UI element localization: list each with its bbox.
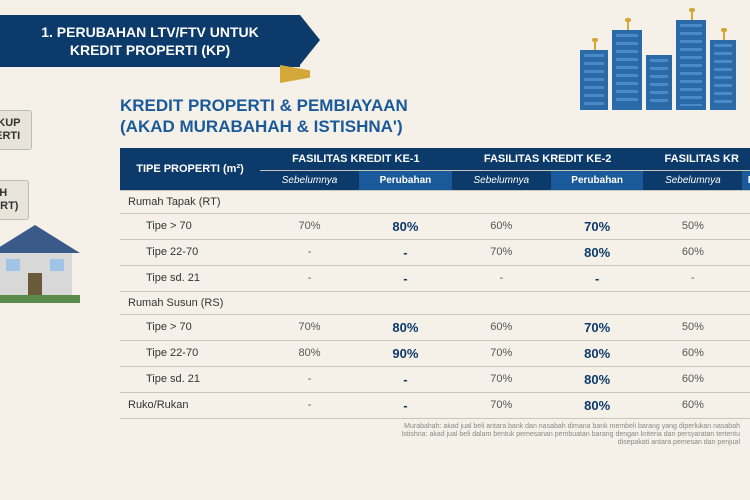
col-facility-2: FASILITAS KREDIT KE-2 xyxy=(452,148,644,171)
cell: 80% xyxy=(551,392,644,418)
sub-change-2: Perubahan xyxy=(551,170,644,190)
side-label-house: MAH PAK (RT) xyxy=(0,180,29,220)
cell xyxy=(742,190,750,213)
row-label: Rumah Susun (RS) xyxy=(120,291,260,314)
cell: 90% xyxy=(359,340,452,366)
row-label: Tipe > 70 xyxy=(120,213,260,239)
cell: 80% xyxy=(551,366,644,392)
cell xyxy=(452,190,551,213)
cell: 60% xyxy=(643,239,742,265)
ribbon-icon xyxy=(280,65,310,83)
cell xyxy=(742,340,750,366)
cell: 80% xyxy=(359,213,452,239)
cell: 70% xyxy=(452,392,551,418)
cell: - xyxy=(260,239,359,265)
cell: 80% xyxy=(260,340,359,366)
row-label: Tipe 22-70 xyxy=(120,239,260,265)
table-row: Tipe > 7070%80%60%70%50% xyxy=(120,213,750,239)
main-content: KREDIT PROPERTI & PEMBIAYAAN (AKAD MURAB… xyxy=(120,95,750,448)
col-facility-3: FASILITAS KR xyxy=(643,148,750,171)
cell: - xyxy=(359,366,452,392)
row-label: Rumah Tapak (RT) xyxy=(120,190,260,213)
cell: 60% xyxy=(452,213,551,239)
cell: 50% xyxy=(643,314,742,340)
table-title: KREDIT PROPERTI & PEMBIAYAAN (AKAD MURAB… xyxy=(120,95,750,138)
sub-change-1: Perubahan xyxy=(359,170,452,190)
cell xyxy=(452,291,551,314)
table-row: Rumah Tapak (RT) xyxy=(120,190,750,213)
cell: 60% xyxy=(643,366,742,392)
cell: - xyxy=(260,265,359,291)
banner-line2: KREDIT PROPERTI (KP) xyxy=(70,42,230,58)
row-label: Tipe sd. 21 xyxy=(120,366,260,392)
cell xyxy=(742,213,750,239)
cell xyxy=(260,291,359,314)
cell xyxy=(359,291,452,314)
cell xyxy=(742,265,750,291)
cell: 70% xyxy=(260,213,359,239)
table-row: Tipe > 7070%80%60%70%50% xyxy=(120,314,750,340)
table-row: Rumah Susun (RS) xyxy=(120,291,750,314)
ltv-table: TIPE PROPERTI (m²) FASILITAS KREDIT KE-1… xyxy=(120,148,750,419)
cell: 60% xyxy=(643,340,742,366)
row-label: Tipe sd. 21 xyxy=(120,265,260,291)
table-row: Tipe 22-7080%90%70%80%60% xyxy=(120,340,750,366)
cell: 70% xyxy=(452,239,551,265)
cell xyxy=(742,291,750,314)
cell: 60% xyxy=(643,392,742,418)
cell: 70% xyxy=(260,314,359,340)
table-row: Ruko/Rukan--70%80%60% xyxy=(120,392,750,418)
row-label: Tipe > 70 xyxy=(120,314,260,340)
cell: - xyxy=(452,265,551,291)
cell: 80% xyxy=(551,239,644,265)
cell xyxy=(359,190,452,213)
cell xyxy=(742,239,750,265)
table-row: Tipe sd. 21----- xyxy=(120,265,750,291)
banner-line1: 1. PERUBAHAN LTV/FTV UNTUK xyxy=(41,24,259,40)
table-row: Tipe sd. 21--70%80%60% xyxy=(120,366,750,392)
cell: - xyxy=(359,239,452,265)
row-label: Tipe 22-70 xyxy=(120,340,260,366)
cell xyxy=(742,392,750,418)
cell xyxy=(643,291,742,314)
cell: 70% xyxy=(452,340,551,366)
row-label: Ruko/Rukan xyxy=(120,392,260,418)
sub-before-1: Sebelumnya xyxy=(260,170,359,190)
cell: 60% xyxy=(452,314,551,340)
cell: 50% xyxy=(643,213,742,239)
table-row: Tipe 22-70--70%80%60% xyxy=(120,239,750,265)
cell xyxy=(643,190,742,213)
cell: 70% xyxy=(551,314,644,340)
cell: - xyxy=(260,392,359,418)
cell: - xyxy=(359,392,452,418)
cell: - xyxy=(359,265,452,291)
cell xyxy=(260,190,359,213)
cell: 80% xyxy=(551,340,644,366)
sub-before-3: Sebelumnya xyxy=(643,170,742,190)
side-label-scope: LINGKUP ROPERTI xyxy=(0,110,32,150)
cell: - xyxy=(551,265,644,291)
col-property-type: TIPE PROPERTI (m²) xyxy=(120,148,260,191)
cell xyxy=(551,291,644,314)
cell: 80% xyxy=(359,314,452,340)
cell: 70% xyxy=(452,366,551,392)
footnote: Murabahah: akad jual beli antara bank da… xyxy=(120,423,750,448)
cell xyxy=(742,366,750,392)
cell: - xyxy=(260,366,359,392)
cell: - xyxy=(643,265,742,291)
col-facility-1: FASILITAS KREDIT KE-1 xyxy=(260,148,452,171)
sub-before-2: Sebelumnya xyxy=(452,170,551,190)
cell xyxy=(742,314,750,340)
cell: 70% xyxy=(551,213,644,239)
section-banner: 1. PERUBAHAN LTV/FTV UNTUK KREDIT PROPER… xyxy=(0,15,300,67)
cell xyxy=(551,190,644,213)
house-icon xyxy=(0,225,80,295)
sub-change-3: P xyxy=(742,170,750,190)
